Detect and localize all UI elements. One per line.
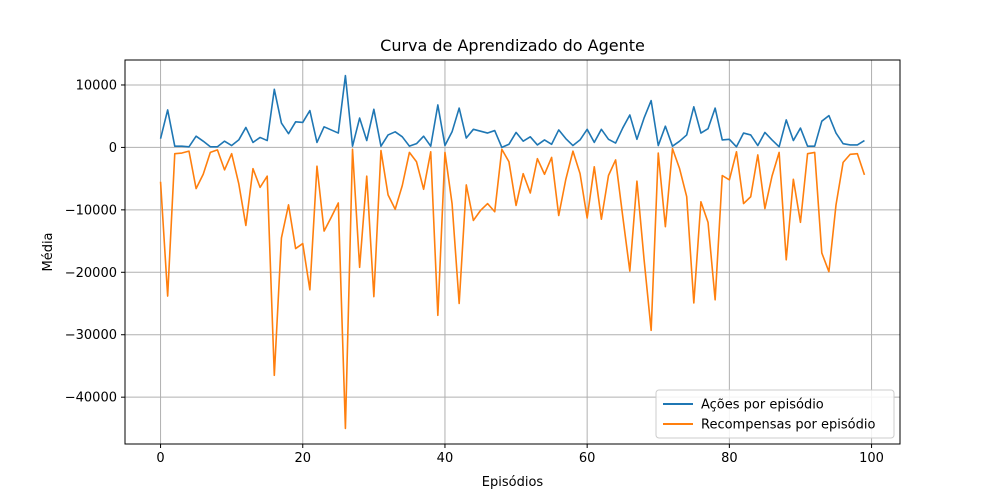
legend-box [655,389,895,439]
x-axis-label: Episódios [482,475,544,490]
tick-layer: 0 20 40 60 80 100 10000 0 −10000 −20000 −30000 −400… [65,78,884,466]
legend: Ações por episódio Recompensas por episó… [655,389,895,439]
plot-frame [124,59,901,445]
legend-label-recompensas: Recompensas por episódio [701,418,875,433]
x-tick-label: 0 [156,451,164,466]
y-axis-label: Média [41,232,56,271]
x-tick-label: 80 [721,451,738,466]
grid-layer [125,60,900,444]
y-tick-label: −30000 [65,328,117,343]
series-line-acoes [159,74,865,149]
series-line-recompensas [159,147,866,430]
y-tick-label: −10000 [65,203,117,218]
y-tick-label: −40000 [65,391,117,406]
y-tick-label: 0 [109,141,117,156]
legend-label-acoes: Ações por episódio [701,398,824,413]
x-tick-label: 60 [579,451,596,466]
y-tick-label: −20000 [65,266,117,281]
chart-title: Curva de Aprendizado do Agente [380,36,645,55]
series-layer [159,74,866,430]
x-tick-label: 40 [437,451,454,466]
y-tick-label: 10000 [76,78,117,93]
x-tick-label: 100 [859,451,884,466]
x-tick-label: 20 [294,451,311,466]
